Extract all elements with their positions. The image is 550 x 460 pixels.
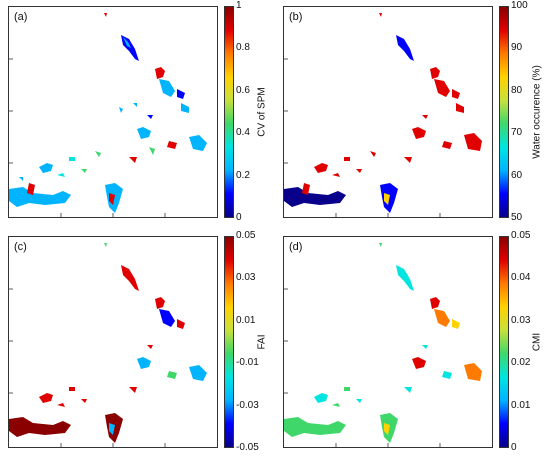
colorbar-title-a: CV of SPM bbox=[256, 87, 268, 137]
colorbar-tick-label: 0.04 bbox=[511, 272, 531, 284]
colorbar-tick-label: 1 bbox=[236, 0, 242, 11]
colorbar-tick-label: 0.01 bbox=[511, 399, 531, 411]
map-b bbox=[284, 13, 482, 217]
colorbar-c bbox=[224, 236, 234, 448]
map-frame-c: (c) bbox=[8, 236, 218, 448]
panel-label-c: (c) bbox=[14, 241, 27, 253]
colorbar-tick-label: 0.8 bbox=[236, 42, 250, 54]
panel-b: (b) 100 90 80 70 60 50 Water occurence (%) bbox=[275, 0, 550, 230]
colorbar-b bbox=[499, 6, 509, 218]
map-frame-b: (b) bbox=[283, 6, 493, 218]
map-frame-a: (a) bbox=[8, 6, 218, 218]
colorbar-tick-label: 0 bbox=[236, 212, 242, 223]
colorbar-tick-label: 0.02 bbox=[511, 357, 531, 369]
axis-ticks-b bbox=[284, 58, 441, 217]
panel-label-b: (b) bbox=[289, 11, 303, 23]
panel-label-d: (d) bbox=[289, 241, 303, 253]
axis-ticks-c bbox=[9, 288, 166, 447]
colorbar-tick-label: 0.03 bbox=[236, 272, 256, 284]
colorbar-tick-label: 90 bbox=[511, 42, 523, 54]
colorbar-tick-label: 100 bbox=[511, 0, 528, 11]
lake-shapes-d bbox=[284, 243, 482, 443]
panel-d: (d) 0.05 0.04 0.03 0.02 0.01 0 CMI bbox=[275, 230, 550, 460]
colorbar-tick-label: -0.01 bbox=[236, 357, 259, 369]
colorbar-tick-label: 0.2 bbox=[236, 169, 250, 181]
colorbar-tick-label: 0 bbox=[511, 442, 517, 453]
colorbar-tick-label: 0.6 bbox=[236, 84, 250, 96]
map-d bbox=[284, 243, 482, 447]
colorbar-ticks-a: 1 0.8 0.6 0.4 0.2 0 bbox=[236, 1, 272, 223]
lake-shapes-a bbox=[9, 13, 207, 213]
panel-a: (a) 1 0.8 0.6 0.4 0.2 0 CV of SPM bbox=[0, 0, 275, 230]
colorbar-tick-label: 80 bbox=[511, 84, 523, 96]
colorbar-tick-label: 0.01 bbox=[236, 314, 256, 326]
colorbar-tick-label: 60 bbox=[511, 169, 523, 181]
colorbar-title-d: CMI bbox=[531, 332, 543, 352]
colorbar-a bbox=[224, 6, 234, 218]
colorbar-title-b: Water occurence (%) bbox=[531, 65, 543, 159]
map-frame-d: (d) bbox=[283, 236, 493, 448]
map-c bbox=[9, 243, 207, 447]
colorbar-tick-label: 0.4 bbox=[236, 127, 250, 139]
axis-ticks-d bbox=[284, 288, 441, 447]
colorbar-tick-label: 50 bbox=[511, 212, 523, 223]
colorbar-tick-label: 0.03 bbox=[511, 314, 531, 326]
colorbar-tick-label: 70 bbox=[511, 127, 523, 139]
colorbar-ticks-b: 100 90 80 70 60 50 bbox=[511, 1, 547, 223]
panel-c: (c) 0.05 0.03 0.01 -0.01 -0.03 -0.05 FAI bbox=[0, 230, 275, 460]
axis-ticks-a bbox=[9, 58, 166, 217]
map-a bbox=[9, 13, 207, 217]
colorbar-tick-label: -0.05 bbox=[236, 442, 259, 453]
colorbar-ticks-c: 0.05 0.03 0.01 -0.01 -0.03 -0.05 bbox=[236, 231, 272, 453]
panel-label-a: (a) bbox=[14, 11, 28, 23]
lake-shapes-b bbox=[284, 13, 482, 213]
lake-shapes-c bbox=[9, 243, 207, 443]
colorbar-tick-label: 0.05 bbox=[236, 230, 256, 241]
colorbar-title-c: FAI bbox=[256, 334, 268, 350]
colorbar-ticks-d: 0.05 0.04 0.03 0.02 0.01 0 bbox=[511, 231, 547, 453]
colorbar-tick-label: 0.05 bbox=[511, 230, 531, 241]
colorbar-tick-label: -0.03 bbox=[236, 399, 259, 411]
colorbar-d bbox=[499, 236, 509, 448]
